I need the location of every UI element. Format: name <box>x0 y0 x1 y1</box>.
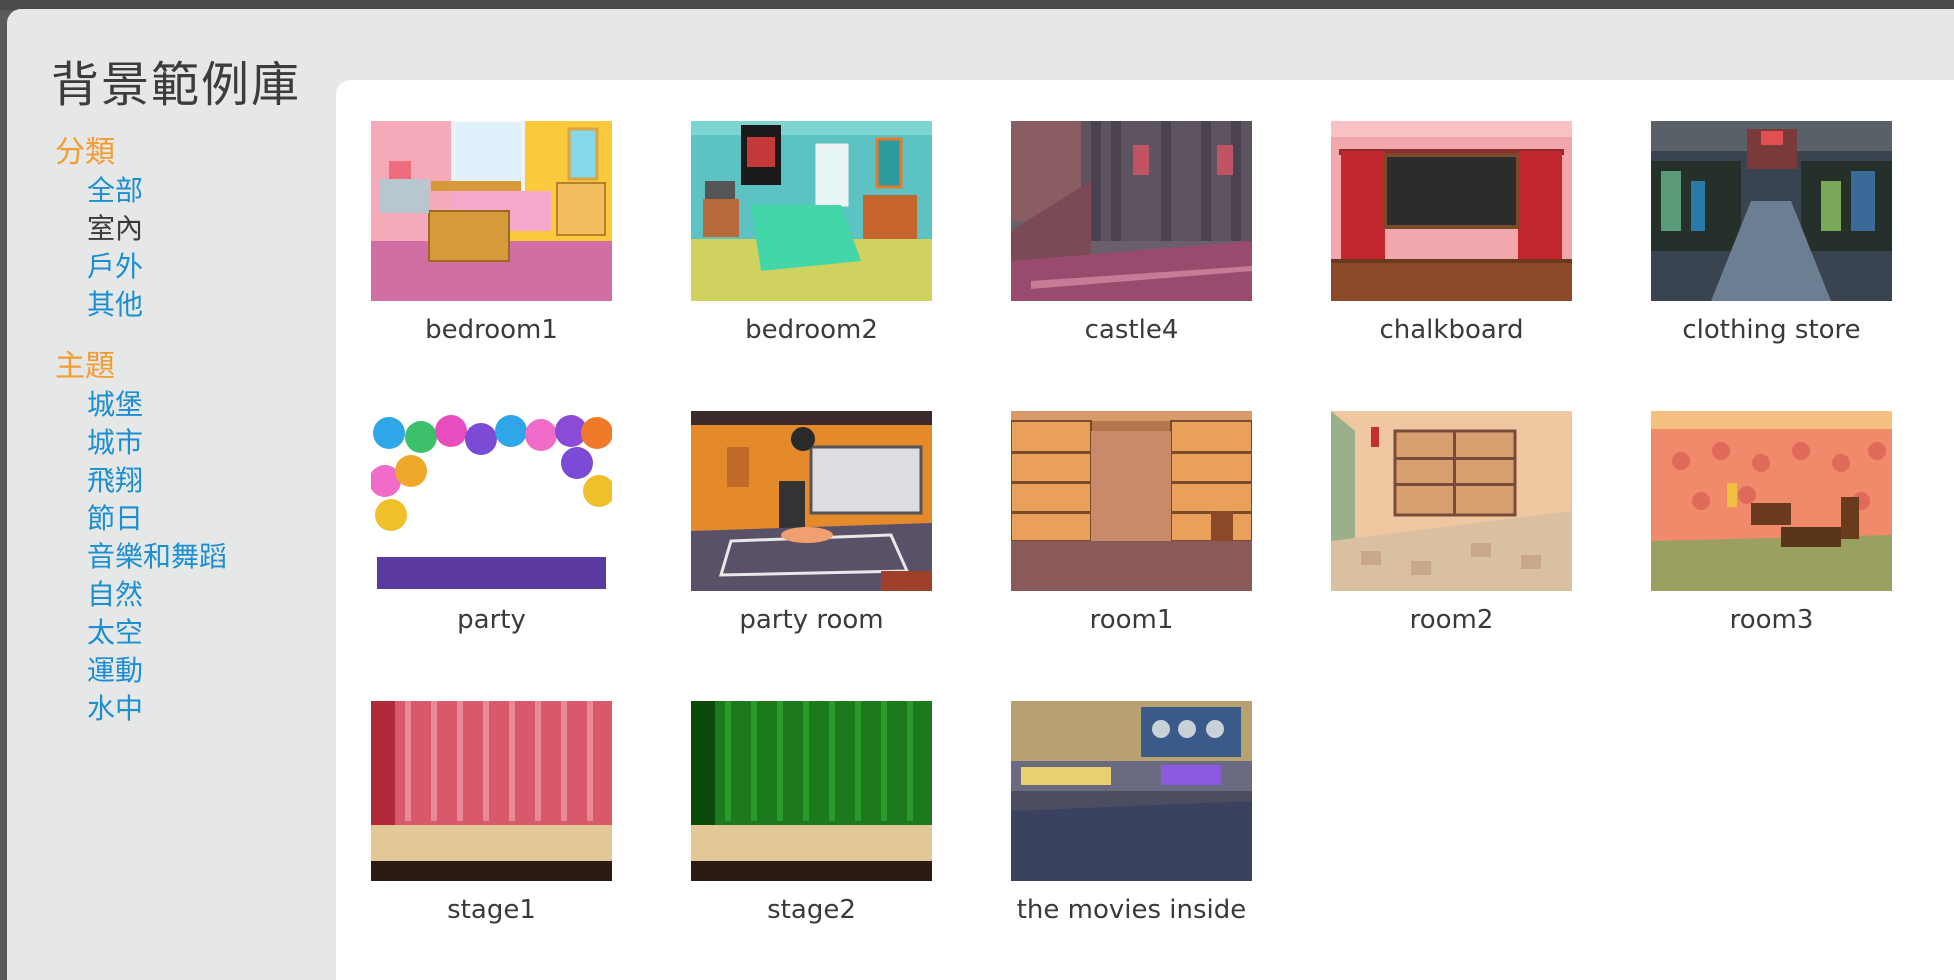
backdrop-label: stage2 <box>767 895 856 925</box>
sidebar-item-flying[interactable]: 飛翔 <box>87 464 144 497</box>
clothing-store-thumbnail <box>1651 121 1892 301</box>
room2-thumbnail <box>1331 411 1572 591</box>
backdrop-tile-room2[interactable]: room2 <box>1331 411 1572 701</box>
sidebar-item-nature[interactable]: 自然 <box>87 578 144 611</box>
party-thumbnail <box>371 411 612 591</box>
backdrop-tile-party[interactable]: party <box>371 411 612 701</box>
backdrop-tile-clothing-store[interactable]: clothing store <box>1651 121 1892 411</box>
bedroom1-thumbnail <box>371 121 612 301</box>
theme-header: 主題 <box>55 349 115 384</box>
backdrop-label: party room <box>739 605 884 635</box>
sidebar-item-indoors[interactable]: 室內 <box>87 212 144 245</box>
backdrop-tile-bedroom2[interactable]: bedroom2 <box>691 121 932 411</box>
room3-thumbnail <box>1651 411 1892 591</box>
backdrop-label: bedroom2 <box>745 315 878 345</box>
backdrop-label: room3 <box>1729 605 1814 635</box>
backdrop-tile-chalkboard[interactable]: chalkboard <box>1331 121 1572 411</box>
room1-thumbnail <box>1011 411 1252 591</box>
backdrop-label: chalkboard <box>1379 315 1524 345</box>
backdrop-label: party <box>457 605 526 635</box>
library-sidebar: 分類 全部 室內 戶外 其他 主題 城堡 城市 飛翔 節日 音樂和舞蹈 自然 太… <box>7 134 327 728</box>
backdrop-tile-room3[interactable]: room3 <box>1651 411 1892 701</box>
backdrop-label: bedroom1 <box>425 315 558 345</box>
backdrop-label: room2 <box>1409 605 1494 635</box>
backdrop-tile-room1[interactable]: room1 <box>1011 411 1252 701</box>
backdrop-library-dialog: 背景範例庫 分類 全部 室內 戶外 其他 主題 城堡 城市 飛翔 節日 音樂和舞… <box>7 9 1954 980</box>
backdrop-tile-party-room[interactable]: party room <box>691 411 932 701</box>
sidebar-item-underwater[interactable]: 水中 <box>87 692 144 725</box>
sidebar-item-holiday[interactable]: 節日 <box>87 502 144 535</box>
sidebar-item-city[interactable]: 城市 <box>87 426 144 459</box>
the-movies-inside-thumbnail <box>1011 701 1252 881</box>
dialog-title: 背景範例庫 <box>51 57 302 113</box>
sidebar-spacer <box>7 324 327 348</box>
party-room-thumbnail <box>691 411 932 591</box>
sidebar-item-music-and-dance[interactable]: 音樂和舞蹈 <box>87 540 228 573</box>
sidebar-item-all[interactable]: 全部 <box>87 174 144 207</box>
backdrop-tile-castle4[interactable]: castle4 <box>1011 121 1252 411</box>
sidebar-item-outdoors[interactable]: 戶外 <box>87 250 144 283</box>
backdrop-tile-stage2[interactable]: stage2 <box>691 701 932 980</box>
backdrop-label: clothing store <box>1682 315 1861 345</box>
stage2-thumbnail <box>691 701 932 881</box>
backdrop-grid: bedroom1 <box>371 121 1892 980</box>
bedroom2-thumbnail <box>691 121 932 301</box>
backdrop-label: stage1 <box>447 895 536 925</box>
sidebar-item-castle[interactable]: 城堡 <box>87 388 144 421</box>
backdrop-tile-bedroom1[interactable]: bedroom1 <box>371 121 612 411</box>
castle4-thumbnail <box>1011 121 1252 301</box>
backdrop-grid-panel: bedroom1 <box>336 80 1954 980</box>
backdrop-label: room1 <box>1089 605 1174 635</box>
sidebar-item-space[interactable]: 太空 <box>87 616 144 649</box>
chalkboard-thumbnail <box>1331 121 1572 301</box>
category-header: 分類 <box>55 135 115 170</box>
sidebar-item-sports[interactable]: 運動 <box>87 654 144 687</box>
backdrop-label: castle4 <box>1084 315 1179 345</box>
window-top-bar <box>0 0 1954 10</box>
backdrop-tile-the-movies-inside[interactable]: the movies inside <box>1011 701 1252 980</box>
sidebar-item-other[interactable]: 其他 <box>87 288 144 321</box>
backdrop-label: the movies inside <box>1016 895 1247 925</box>
stage1-thumbnail <box>371 701 612 881</box>
backdrop-tile-stage1[interactable]: stage1 <box>371 701 612 980</box>
